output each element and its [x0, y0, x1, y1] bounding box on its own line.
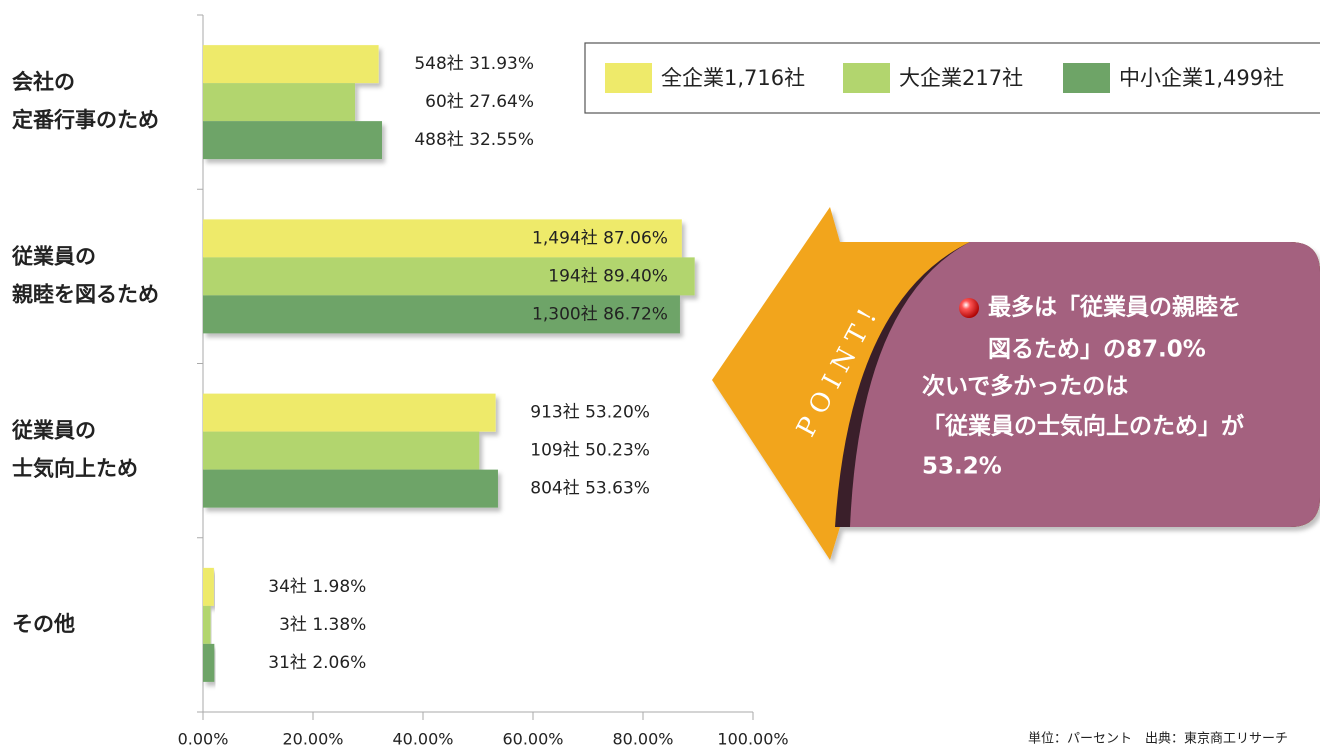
value-label: 194社 89.40% — [548, 266, 668, 286]
point-callout: POINT! 最多は「従業員の親睦を図るため」の87.0%次いで多かったのは「従… — [712, 207, 1320, 560]
value-label: 109社 50.23% — [530, 441, 650, 461]
legend: 全企業1,716社 大企業217社 中小企業1,499社 — [605, 63, 1284, 93]
callout-line: 最多は「従業員の親睦を — [988, 294, 1241, 321]
x-tick-label: 0.00% — [178, 730, 229, 748]
value-label: 3社 1.38% — [279, 615, 366, 635]
category-label: 親睦を図るため — [12, 282, 159, 306]
bar — [203, 121, 382, 159]
value-label: 913社 53.20% — [530, 403, 650, 423]
bullet — [959, 298, 979, 318]
source-note: 単位：パーセント 出典：東京商工リサーチ — [1028, 731, 1288, 747]
category-label: 会社の — [12, 70, 75, 94]
value-label: 1,494社 87.06% — [532, 228, 668, 248]
legend-swatch — [843, 63, 890, 93]
category-label: 定番行事のため — [12, 108, 159, 132]
value-label: 1,300社 86.72% — [532, 304, 668, 324]
bar — [203, 394, 496, 432]
value-label: 804社 53.63% — [530, 479, 650, 499]
callout-line: 53.2% — [922, 454, 1002, 480]
legend-label: 大企業217社 — [899, 66, 1023, 90]
callout-line: 次いで多かったのは — [922, 373, 1128, 400]
legend-swatch — [605, 63, 652, 93]
bar — [203, 432, 479, 470]
bar — [203, 606, 211, 644]
x-tick-label: 40.00% — [392, 730, 453, 748]
legend-swatch — [1063, 63, 1110, 93]
chart: 0.00% 20.00% 40.00% 60.00% 80.00% 100.00% 会社の定… — [0, 0, 1320, 747]
category-label: 従業員の — [11, 419, 96, 443]
x-tick-label: 20.00% — [282, 730, 343, 748]
category-label: 士気向上ため — [12, 457, 138, 481]
value-label: 34社 1.98% — [268, 577, 366, 597]
value-label: 60社 27.64% — [425, 92, 534, 112]
value-label: 31社 2.06% — [268, 653, 366, 673]
bar — [203, 644, 214, 682]
category-label: その他 — [12, 612, 75, 636]
callout-line: 「従業員の士気向上のため」が — [922, 413, 1244, 440]
value-label: 548社 31.93% — [414, 54, 534, 74]
legend-label: 中小企業1,499社 — [1119, 66, 1284, 90]
bar — [203, 568, 214, 606]
bar — [203, 83, 355, 121]
bar — [203, 45, 379, 83]
x-tick-label: 100.00% — [717, 730, 788, 748]
x-tick-label: 60.00% — [502, 730, 563, 748]
callout-line: 図るため」の87.0% — [988, 337, 1206, 363]
legend-label: 全企業1,716社 — [661, 66, 805, 90]
plot-area: 0.00% 20.00% 40.00% 60.00% 80.00% 100.00% 会社の定… — [11, 15, 789, 747]
category-label: 従業員の — [11, 244, 96, 268]
bar — [203, 470, 498, 508]
value-label: 488社 32.55% — [414, 130, 534, 150]
x-tick-label: 80.00% — [612, 730, 673, 748]
